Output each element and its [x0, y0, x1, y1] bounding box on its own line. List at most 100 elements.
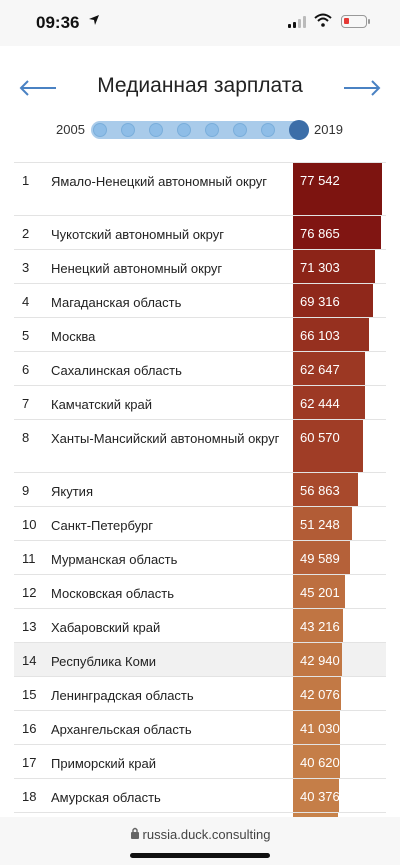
salary-bar	[293, 352, 365, 385]
table-row[interactable]: 10 Санкт-Петербург 51 248	[14, 506, 386, 540]
table-row[interactable]: 9 Якутия 56 863	[14, 472, 386, 506]
row-region-name: Чукотский автономный округ	[51, 227, 224, 242]
row-salary-value: 76 865	[300, 226, 340, 241]
table-row[interactable]: 15 Ленинградская область 42 076	[14, 676, 386, 710]
row-salary-value: 66 103	[300, 328, 340, 343]
salary-bar	[293, 473, 358, 506]
slider-handle[interactable]	[289, 120, 309, 140]
next-arrow-icon[interactable]	[342, 78, 382, 98]
row-salary-value: 71 303	[300, 260, 340, 275]
slider-step[interactable]	[149, 123, 163, 137]
slider-step[interactable]	[121, 123, 135, 137]
salary-bar	[293, 541, 350, 574]
row-rank: 14	[22, 653, 37, 668]
row-region-name: Камчатский край	[51, 397, 152, 412]
row-rank: 3	[22, 260, 30, 275]
row-region-name: Ханты-Мансийский автономный округ	[51, 431, 280, 446]
salary-bar	[293, 813, 338, 817]
row-region-name: Якутия	[51, 484, 93, 499]
table-row[interactable]: 11 Мурманская область 49 589	[14, 540, 386, 574]
row-region-name: Мурманская область	[51, 552, 178, 567]
row-rank: 10	[22, 517, 37, 532]
row-region-name: Ленинградская область	[51, 688, 194, 703]
salary-bar	[293, 284, 373, 317]
table-row[interactable]: 2 Чукотский автономный округ 76 865	[14, 215, 386, 249]
salary-bar	[293, 386, 365, 419]
page-content: Медианная зарплата 2005 2019 1 Ямало-Нене…	[0, 46, 400, 817]
table-row[interactable]: 4 Магаданская область 69 316	[14, 283, 386, 317]
row-region-name: Москва	[51, 329, 96, 344]
row-rank: 7	[22, 396, 30, 411]
table-row[interactable]: 3 Ненецкий автономный округ 71 303	[14, 249, 386, 283]
salary-bar	[293, 745, 340, 778]
home-indicator	[130, 853, 270, 858]
salary-bar	[293, 420, 363, 472]
table-row[interactable]: 7 Камчатский край 62 444	[14, 385, 386, 419]
salary-bar	[293, 779, 339, 812]
slider-step[interactable]	[233, 123, 247, 137]
row-rank: 5	[22, 328, 30, 343]
row-salary-value: 41 030	[300, 721, 340, 736]
row-rank: 18	[22, 789, 37, 804]
row-rank: 6	[22, 362, 30, 377]
salary-bar	[293, 507, 352, 540]
row-region-name: Республика Коми	[51, 654, 157, 669]
row-region-name: Ямало-Ненецкий автономный округ	[51, 174, 268, 189]
row-salary-value: 62 444	[300, 396, 340, 411]
page-title: Медианная зарплата	[97, 74, 303, 97]
wifi-icon	[314, 13, 332, 32]
table-row[interactable]: 16 Архангельская область 41 030	[14, 710, 386, 744]
table-row[interactable]: 5 Москва 66 103	[14, 317, 386, 351]
previous-arrow-icon[interactable]	[18, 78, 58, 98]
slider-step[interactable]	[93, 123, 107, 137]
row-rank: 13	[22, 619, 37, 634]
table-row[interactable]: 6 Сахалинская область 62 647	[14, 351, 386, 385]
row-rank: 15	[22, 687, 37, 702]
slider-step[interactable]	[261, 123, 275, 137]
row-region-name: Ненецкий автономный округ	[51, 261, 223, 276]
salary-bar	[293, 711, 340, 744]
slider-step[interactable]	[205, 123, 219, 137]
table-row[interactable]: 1 Ямало-Ненецкий автономный округ 77 542	[14, 162, 386, 215]
row-region-name: Московская область	[51, 586, 175, 601]
table-row[interactable]: 17 Приморский край 40 620	[14, 744, 386, 778]
table-row[interactable]: 13 Хабаровский край 43 216	[14, 608, 386, 642]
table-row[interactable]: 19Тюменская область39 185	[14, 812, 386, 817]
start-year-label: 2005	[56, 122, 85, 137]
row-region-name: Сахалинская область	[51, 363, 182, 378]
row-salary-value: 69 316	[300, 294, 340, 309]
row-region-name: Амурская область	[51, 790, 161, 805]
row-salary-value: 42 940	[300, 653, 340, 668]
row-salary-value: 51 248	[300, 517, 340, 532]
salary-table: 1 Ямало-Ненецкий автономный округ 77 542 2 Ч…	[14, 162, 386, 817]
row-region-name: Приморский край	[51, 756, 156, 771]
row-salary-value: 42 076	[300, 687, 340, 702]
browser-url-bar[interactable]: russia.duck.consulting	[0, 817, 400, 865]
cellular-signal-icon	[288, 16, 306, 28]
table-row[interactable]: 14 Республика Коми 42 940	[14, 642, 386, 676]
salary-bar	[293, 609, 343, 642]
table-row[interactable]: 12 Московская область 45 201	[14, 574, 386, 608]
row-salary-value: 60 570	[300, 430, 340, 445]
row-rank: 8	[22, 430, 30, 445]
row-salary-value: 40 376	[300, 789, 340, 804]
table-row[interactable]: 8 Ханты-Мансийский автономный округ 60 570	[14, 419, 386, 472]
salary-bar	[293, 216, 381, 249]
row-rank: 1	[22, 173, 30, 188]
salary-bar	[293, 318, 369, 351]
row-region-name: Хабаровский край	[51, 620, 161, 635]
row-salary-value: 49 589	[300, 551, 340, 566]
status-bar: 09:36	[0, 0, 400, 46]
row-rank: 9	[22, 483, 30, 498]
slider-step[interactable]	[177, 123, 191, 137]
row-rank: 16	[22, 721, 37, 736]
table-row[interactable]: 18 Амурская область 40 376	[14, 778, 386, 812]
year-slider[interactable]	[91, 120, 309, 140]
row-rank: 4	[22, 294, 30, 309]
row-rank: 11	[22, 551, 36, 566]
salary-bar	[293, 575, 345, 608]
salary-bar	[293, 643, 342, 676]
end-year-label: 2019	[314, 122, 343, 137]
salary-bar	[293, 677, 341, 710]
row-region-name: Архангельская область	[51, 722, 192, 737]
